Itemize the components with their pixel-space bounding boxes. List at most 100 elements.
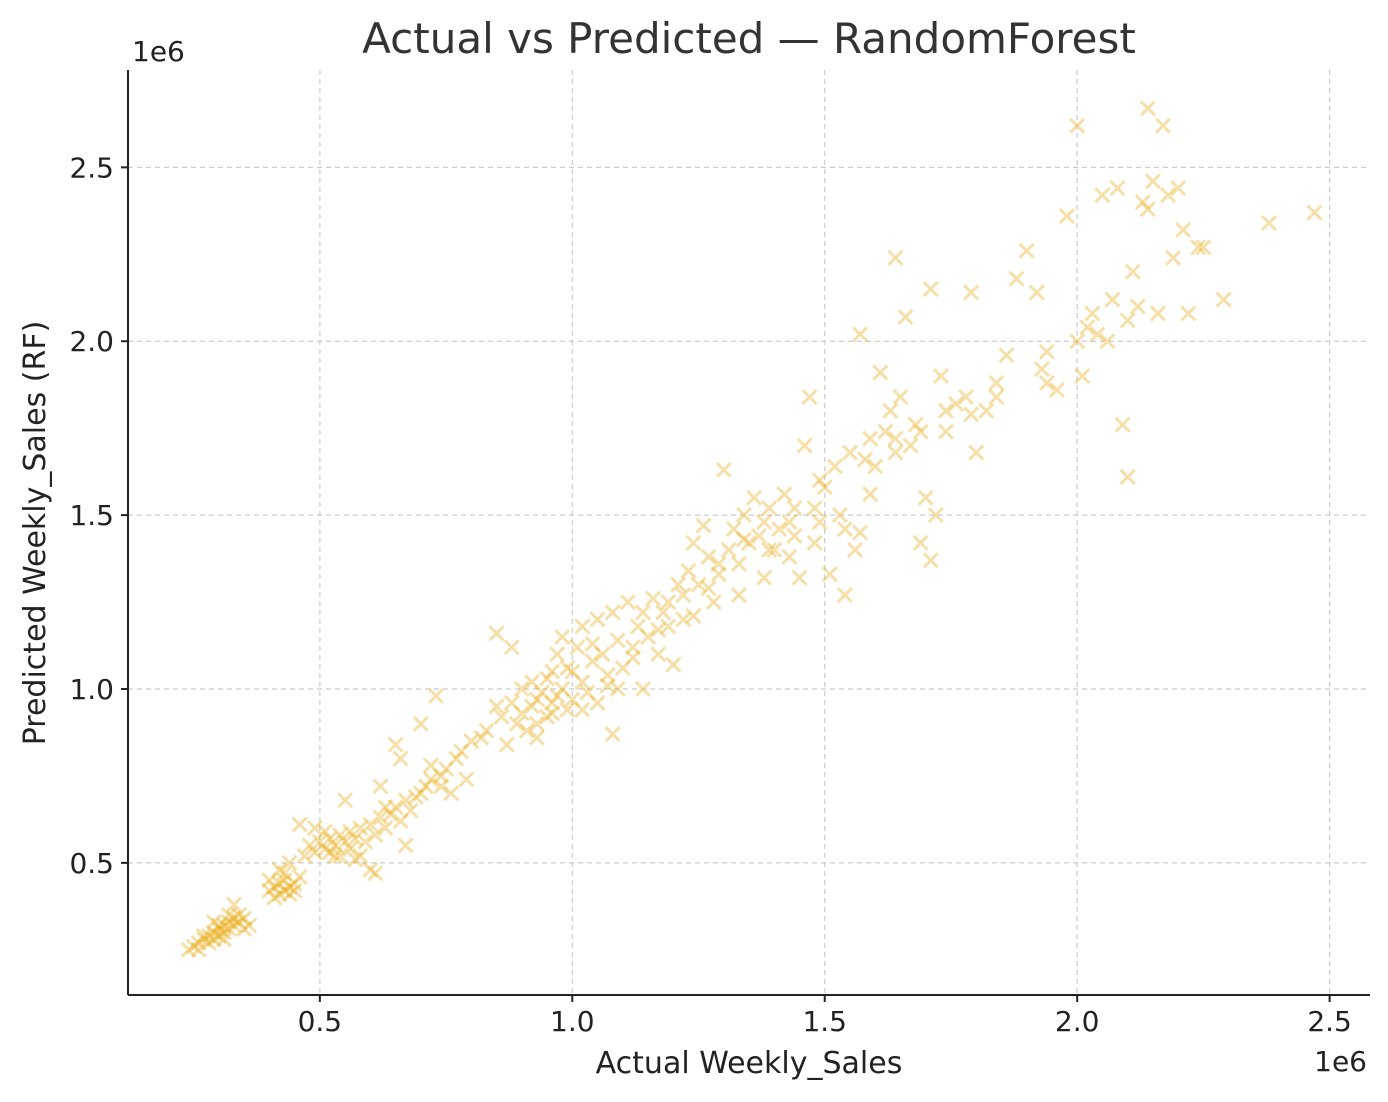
data-point [1119, 312, 1136, 329]
data-point [650, 646, 667, 663]
data-point [937, 402, 954, 419]
data-point [281, 886, 298, 903]
data-point [377, 820, 394, 837]
data-point [392, 750, 409, 767]
data-point [841, 444, 859, 461]
data-point [276, 865, 293, 882]
data-point [276, 882, 293, 899]
data-point [342, 840, 359, 858]
data-point [357, 833, 374, 851]
data-point [342, 823, 359, 840]
data-point [291, 816, 308, 833]
data-point [645, 590, 662, 607]
data-point [190, 934, 207, 951]
data-point [337, 833, 354, 851]
data-point [922, 281, 939, 298]
data-point [826, 458, 843, 475]
data-point [1069, 333, 1086, 350]
data-point [1195, 239, 1212, 256]
data-point [564, 663, 581, 680]
data-point [609, 632, 626, 649]
data-point [695, 517, 712, 534]
data-point [205, 913, 222, 931]
data-point [786, 500, 803, 517]
data-point [1008, 270, 1025, 287]
data-point [407, 788, 424, 805]
data-point [544, 663, 561, 680]
data-point [301, 837, 318, 854]
data-point [352, 847, 369, 864]
data-point [210, 917, 227, 934]
data-point [574, 618, 591, 635]
data-point [836, 587, 853, 604]
data-point [629, 618, 646, 635]
data-point [306, 844, 323, 861]
data-point [225, 910, 243, 927]
y-tick-label: 1.5 [69, 499, 114, 532]
data-point [195, 927, 212, 944]
data-point [231, 913, 248, 931]
data-point [513, 680, 530, 698]
data-point [912, 423, 929, 440]
data-point [1154, 117, 1172, 134]
data-point [533, 684, 551, 701]
data-point [614, 660, 631, 677]
data-point [740, 534, 758, 551]
y-offset-label: 1e6 [132, 35, 185, 68]
x-axis-label: Actual Weekly_Sales [596, 1046, 903, 1081]
data-point [655, 604, 672, 621]
data-point [362, 816, 379, 833]
data-point [665, 656, 682, 673]
data-point [857, 451, 874, 468]
data-point [200, 934, 217, 951]
x-tick-label: 0.5 [298, 1005, 343, 1038]
data-point [1159, 187, 1177, 204]
data-point [715, 461, 732, 478]
data-point [432, 767, 450, 784]
data-point [488, 625, 505, 642]
data-point [862, 430, 879, 447]
data-point [872, 364, 889, 381]
data-point [624, 639, 641, 656]
data-point [569, 639, 586, 656]
data-point [937, 423, 954, 440]
data-point [261, 872, 278, 889]
data-point [958, 388, 975, 405]
y-tick-label: 0.5 [69, 847, 114, 880]
data-point [503, 639, 520, 656]
data-point [538, 708, 556, 725]
data-point [1059, 207, 1076, 225]
data-point [761, 541, 778, 558]
data-point [735, 531, 753, 548]
data-point [725, 520, 742, 538]
data-point [513, 705, 530, 722]
data-point [220, 906, 238, 924]
data-point [801, 388, 818, 405]
data-point [564, 691, 581, 708]
data-point [321, 830, 339, 847]
data-point [988, 388, 1005, 405]
data-point [281, 854, 298, 871]
data-point [988, 374, 1005, 392]
data-point [347, 830, 364, 847]
x-tick-label: 2.5 [1307, 1005, 1352, 1038]
data-point [1038, 374, 1055, 392]
data-point [1175, 221, 1192, 239]
data-point [538, 670, 556, 687]
data-point [195, 931, 212, 948]
data-point [912, 534, 929, 551]
data-point [852, 326, 869, 343]
data-point [639, 628, 657, 645]
data-point [624, 649, 641, 666]
data-point [680, 562, 697, 579]
data-point [887, 249, 904, 266]
data-point [347, 851, 364, 868]
data-point [220, 920, 238, 937]
data-point [231, 906, 248, 924]
data-point [397, 792, 414, 809]
data-point [599, 677, 616, 694]
data-point [968, 444, 985, 461]
data-point [215, 924, 232, 941]
data-point [488, 698, 505, 715]
